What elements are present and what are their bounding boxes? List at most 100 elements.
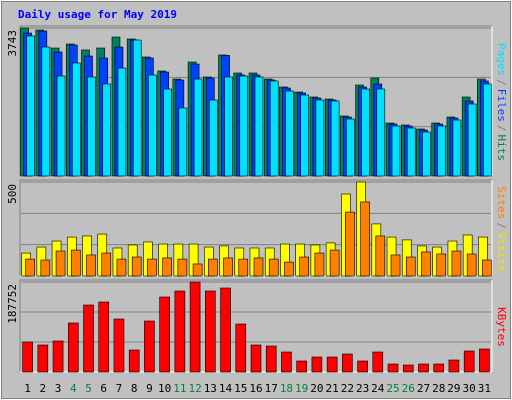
x-tick-label: 28 [432,382,445,395]
bar [101,252,112,277]
bar [220,287,231,373]
x-tick-label: 17 [265,382,278,395]
bar [163,88,172,177]
legend-entry: Pages [495,43,508,76]
bar [314,252,325,277]
bar [296,360,307,373]
bar [285,90,294,177]
x-tick-label: 5 [85,382,92,395]
bar [131,256,142,277]
bar [144,320,155,373]
chart-title: Daily usage for May 2019 [18,8,177,21]
bar [70,249,81,277]
legend-entry: Sites [495,186,508,219]
legend: Sites / Visits [495,186,508,272]
legend-separator: / [495,125,508,132]
bar [250,344,262,373]
bar [437,125,447,177]
bar [189,281,201,373]
bar [269,80,279,177]
bar [254,76,264,177]
x-tick-label: 29 [447,382,460,395]
bar [418,363,429,373]
bar [433,363,445,373]
bar [482,259,492,277]
bar [22,341,33,373]
bar [209,99,218,177]
bar [466,253,477,277]
bar [361,88,370,177]
bar [463,350,475,373]
bar [117,67,127,177]
bar [391,125,401,177]
bar [342,353,353,373]
x-tick-label: 12 [188,382,201,395]
bar [421,251,431,277]
x-tick-label: 10 [158,382,171,395]
bar [253,257,264,277]
bar [300,94,309,177]
bar [86,254,96,277]
legend: Pages / Files / Hits [495,43,508,161]
bar [223,257,233,277]
x-tick-label: 21 [326,382,339,395]
bar [357,360,368,373]
x-tick-label: 8 [131,382,138,395]
bar [405,256,416,277]
y-tick-label: 3743 [6,30,19,57]
bar [375,235,386,277]
bar [162,257,172,277]
bar [235,323,247,373]
bar [315,99,325,177]
bar [98,301,110,373]
bar [265,345,277,373]
x-tick-label: 1 [24,382,31,395]
legend-entry: Files [495,89,508,122]
bar [174,290,186,373]
bar [159,296,170,373]
bar [372,351,384,373]
bar [224,76,233,177]
bar [406,127,416,177]
bar [422,131,431,177]
x-tick-label: 16 [249,382,262,395]
bar [52,340,64,373]
bar [451,250,462,277]
x-tick-label: 23 [356,382,369,395]
bar [330,100,340,177]
x-tick-label: 14 [219,382,233,395]
legend-entry: Visits [495,232,508,272]
bar [102,83,112,177]
bar [208,258,218,277]
bar [239,75,249,177]
x-tick-label: 24 [371,382,385,395]
bar [387,363,399,373]
x-tick-label: 20 [310,382,323,395]
bar [87,76,96,177]
x-tick-label: 6 [100,382,107,395]
bar [25,258,35,277]
x-tick-label: 11 [173,382,186,395]
bar [345,211,355,277]
bar [148,74,157,177]
x-tick-label: 27 [417,382,430,395]
bar [346,118,355,177]
bar [55,250,66,277]
bar [360,201,370,277]
bar [26,35,35,177]
legend: KBytes [495,307,508,347]
bar [436,253,447,277]
legend-entry: Hits [495,135,508,162]
bar [56,75,66,177]
legend-separator: / [495,79,508,86]
bar [311,356,323,373]
bar [67,322,79,373]
bar [479,348,490,373]
x-tick-label: 18 [280,382,293,395]
bar [40,259,51,277]
bar [193,78,203,177]
legend-entry: KBytes [495,307,508,347]
bar [132,39,142,177]
